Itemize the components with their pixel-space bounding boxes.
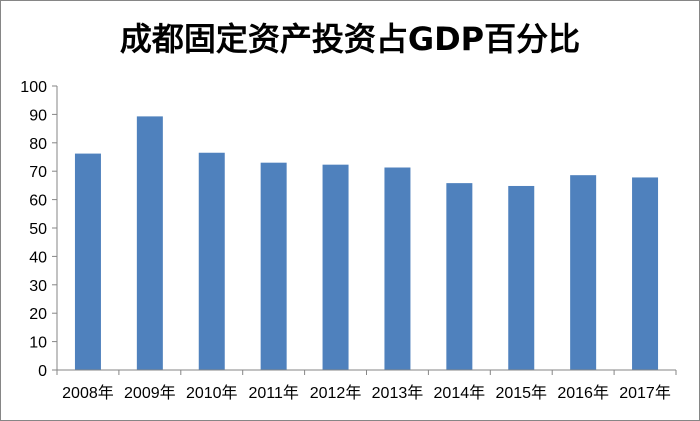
- bar: [198, 152, 225, 370]
- y-tick-label: 50: [29, 221, 47, 238]
- y-tick-label: 60: [29, 193, 47, 210]
- bar: [570, 175, 597, 370]
- y-tick-label: 70: [29, 164, 47, 181]
- y-tick-label: 80: [29, 136, 47, 153]
- y-tick-label: 20: [29, 306, 47, 323]
- y-tick-label: 90: [29, 107, 47, 124]
- x-tick-label: 2011年: [248, 384, 298, 402]
- chart-title: 成都固定资产投资占GDP百分比: [119, 20, 581, 58]
- x-tick-label: 2017年: [619, 384, 671, 402]
- y-tick-label: 40: [29, 249, 47, 266]
- x-tick-label: 2014年: [434, 384, 486, 402]
- bar: [446, 183, 473, 370]
- x-tick-label: 2009年: [124, 384, 176, 402]
- x-tick-label: 2012年: [310, 384, 362, 402]
- x-tick-label: 2015年: [495, 384, 547, 402]
- bar: [508, 185, 535, 370]
- bar: [322, 164, 349, 370]
- bar: [384, 167, 411, 370]
- bar: [136, 116, 163, 370]
- y-tick-label: 0: [38, 363, 47, 380]
- bar: [260, 162, 287, 370]
- y-tick-label: 100: [20, 79, 47, 96]
- x-tick-label: 2008年: [62, 384, 114, 402]
- bar: [632, 177, 659, 370]
- bar: [74, 153, 101, 370]
- y-tick-label: 30: [29, 278, 47, 295]
- y-tick-label: 10: [29, 335, 47, 352]
- x-tick-label: 2010年: [186, 384, 238, 402]
- x-tick-label: 2016年: [557, 384, 609, 402]
- x-tick-label: 2013年: [372, 384, 424, 402]
